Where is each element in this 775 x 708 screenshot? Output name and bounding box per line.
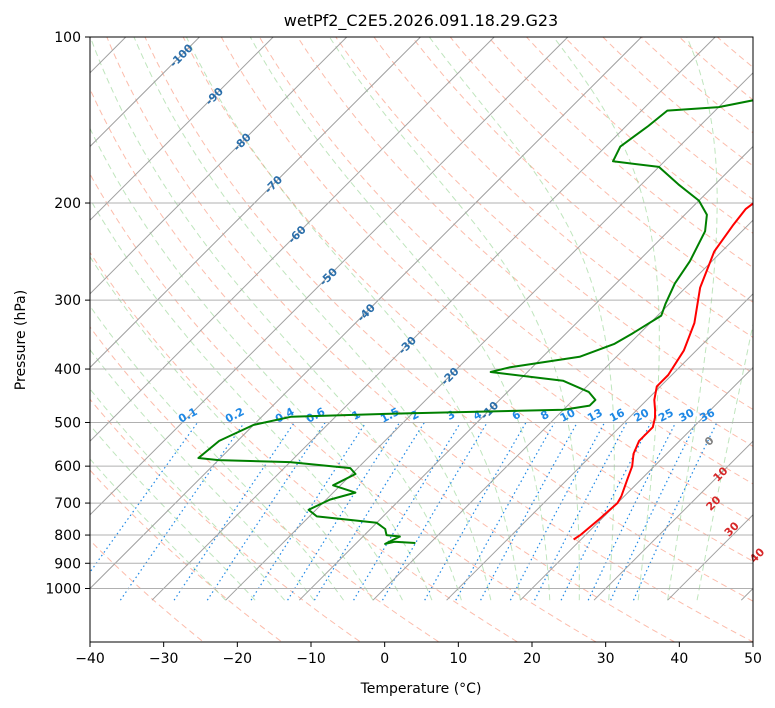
profile-series (197, 99, 753, 545)
x-tick-label: 10 (449, 651, 467, 667)
isotherm-line (90, 37, 569, 516)
mixing-ratio-label: 20 (632, 406, 652, 425)
chart-title: wetPf2_C2E5.2026.091.18.29.G23 (284, 11, 558, 31)
moist-adiabat (428, 37, 615, 601)
mixing-ratio-label: 13 (585, 406, 605, 425)
moist-adiabat (90, 305, 344, 601)
moist-adiabat (553, 37, 660, 601)
x-tick-label: 20 (523, 651, 541, 667)
y-axis: 100 200 300 400 500 600 700 800 900 1000 (45, 30, 90, 598)
y-tick-label: 400 (54, 362, 81, 378)
dry-adiabat (90, 251, 519, 642)
moist-adiabat (90, 348, 315, 601)
mixing-ratio-line (560, 422, 652, 601)
dry-adiabat (144, 37, 753, 602)
dry-adiabat (90, 88, 676, 642)
dry-adiabat (564, 37, 753, 201)
dry-adiabat (525, 37, 753, 234)
dry-adiabat (335, 37, 753, 411)
dry-adiabat (90, 326, 440, 642)
dry-adiabat (258, 37, 753, 485)
x-tick-label: 0 (380, 651, 389, 667)
isotherm-line (90, 37, 348, 295)
mixing-ratio-line (587, 422, 677, 601)
dry-adiabat (297, 37, 753, 447)
isotherm-line (372, 219, 753, 601)
y-tick-label: 1000 (45, 582, 81, 598)
dry-adiabat (602, 37, 753, 167)
mixing-ratio-line (455, 422, 556, 601)
moist-adiabat (90, 458, 226, 601)
mixing-ratio-line (313, 422, 425, 601)
mixing-ratio-line (119, 422, 245, 601)
isotherm-line (90, 37, 422, 369)
moist-adiabat (90, 388, 285, 601)
dry-adiabat (90, 539, 205, 642)
dry-adiabat (373, 37, 753, 374)
y-tick-label: 500 (54, 415, 81, 431)
isotherm-line (298, 145, 753, 601)
mixing-ratio-label: 36 (697, 406, 717, 425)
isotherm-line (90, 37, 495, 442)
isotherm-line (151, 37, 716, 601)
moist-adiabat (329, 37, 580, 601)
mixing-ratio-label: 30 (677, 406, 697, 425)
mixing-ratio-line (610, 422, 697, 601)
x-axis: −40 −30 −20 −10 0 10 20 30 40 50 (75, 642, 762, 667)
x-axis-title: Temperature (°C) (360, 681, 482, 697)
y-tick-label: 200 (54, 196, 81, 212)
mixing-ratio-label: 25 (656, 406, 676, 425)
y-tick-label: 300 (54, 293, 81, 309)
x-tick-label: −10 (296, 651, 326, 667)
moist-adiabat (90, 37, 462, 601)
dry-adiabat (182, 37, 753, 562)
plot-frame (89, 36, 754, 643)
moist-adiabat (90, 127, 433, 601)
dry-adiabat (90, 173, 598, 642)
x-tick-label: −40 (75, 651, 105, 667)
y-axis-title: Pressure (hPa) (13, 290, 29, 390)
y-tick-label: 100 (54, 30, 81, 46)
mixing-ratio-line (381, 422, 488, 601)
moist-adiabat (133, 37, 492, 601)
x-tick-label: 40 (670, 651, 688, 667)
x-tick-label: 30 (597, 651, 615, 667)
moist-adiabat (249, 37, 551, 601)
gridlines (90, 36, 753, 589)
mixing-ratio-line (424, 422, 527, 601)
isotherm-line (446, 293, 753, 601)
dewpoint-line (197, 99, 753, 545)
dry-adiabat (106, 37, 753, 642)
isotherm-line (90, 37, 274, 221)
y-tick-label: 700 (54, 496, 81, 512)
mixing-ratio-label: 16 (607, 406, 627, 425)
x-tick-label: −20 (223, 651, 253, 667)
x-tick-label: 50 (744, 651, 762, 667)
mixing-ratio-line (90, 422, 198, 574)
mixing-ratio-line (632, 422, 718, 601)
y-tick-label: 800 (54, 528, 81, 544)
y-tick-label: 600 (54, 459, 81, 475)
isotherm-line (593, 440, 753, 601)
y-tick-label: 900 (54, 556, 81, 572)
temperature-line (573, 202, 753, 541)
dry-adiabat (90, 469, 283, 642)
mixing-ratio-line (353, 422, 462, 601)
moist-adiabat (90, 424, 256, 601)
isotherm-line (90, 37, 643, 590)
isotherm-line (90, 37, 201, 148)
x-tick-label: −30 (149, 651, 179, 667)
mixing-ratio-line (173, 422, 295, 601)
